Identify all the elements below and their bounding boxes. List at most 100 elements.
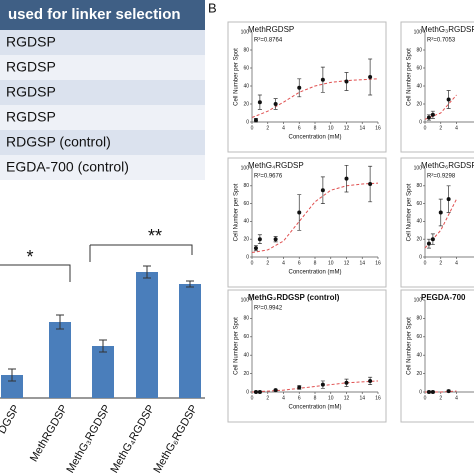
panel-title: MethG₄RGDSP — [248, 161, 304, 170]
data-point — [446, 389, 451, 394]
data-point — [344, 79, 349, 84]
table-cell: EGDA-700 (control) — [6, 159, 129, 175]
bar — [179, 284, 201, 398]
data-point — [297, 210, 302, 215]
x-tick-label: 2 — [266, 395, 269, 401]
bar — [136, 272, 158, 398]
y-tick-label: 40 — [243, 83, 249, 89]
x-tick-label: 4 — [282, 395, 285, 401]
table-cell: RGDSP — [6, 84, 56, 100]
error-bar — [186, 280, 194, 288]
y-tick-label: 20 — [416, 237, 422, 243]
table-cell: RDGSP (control) — [6, 134, 111, 150]
x-tick-label: 10 — [328, 395, 334, 401]
error-bar — [56, 314, 64, 330]
table-row-bg — [0, 55, 205, 80]
y-tick-label: 60 — [416, 201, 422, 207]
significance-label: ** — [148, 226, 162, 246]
r-squared: R²=0.7053 — [427, 38, 456, 44]
data-point — [320, 382, 325, 387]
y-tick-label: 20 — [416, 101, 422, 107]
table-cell: RGDSP — [6, 109, 56, 125]
axes — [251, 32, 378, 123]
x-tick-label: 10 — [328, 125, 334, 131]
bar — [1, 375, 23, 398]
data-point — [297, 85, 302, 90]
x-tick-label: 14 — [359, 125, 365, 131]
data-point — [344, 176, 349, 181]
x-tick-label: 2 — [439, 260, 442, 266]
x-tick-label: 8 — [314, 260, 317, 266]
y-tick-label: 80 — [243, 316, 249, 322]
x-tick-label: 2 — [266, 260, 269, 266]
x-tick-label: 4 — [455, 125, 458, 131]
bar — [92, 346, 114, 398]
data-point — [426, 241, 431, 246]
table-header-bg — [0, 0, 205, 30]
x-tick-label: 6 — [298, 125, 301, 131]
panel-title: MethRGDSP — [248, 25, 294, 34]
x-tick-label: 8 — [314, 125, 317, 131]
axes — [251, 300, 378, 393]
x-tick-label: 16 — [375, 125, 381, 131]
panel-frame — [227, 157, 387, 288]
x-tick-label: 6 — [298, 260, 301, 266]
y-tick-label: 80 — [416, 316, 422, 322]
data-point — [253, 118, 258, 123]
y-tick-label: 40 — [416, 353, 422, 359]
panel-title: PEGDA-700 — [421, 293, 466, 302]
x-tick-label: 2 — [439, 125, 442, 131]
y-tick-label: 100 — [241, 29, 250, 35]
data-point — [446, 197, 451, 202]
data-point — [320, 77, 325, 82]
fit-curve — [424, 94, 457, 120]
axes — [251, 168, 378, 258]
x-tick-label: 16 — [375, 395, 381, 401]
x-tick-label: 6 — [298, 395, 301, 401]
y-tick-label: 40 — [416, 219, 422, 225]
y-tick-label: 0 — [419, 119, 422, 125]
y-tick-label: 40 — [416, 83, 422, 89]
table-header: used for linker selection — [8, 6, 181, 23]
data-point — [446, 97, 451, 102]
y-tick-label: 60 — [416, 334, 422, 340]
panel-frame — [400, 157, 474, 288]
r-squared: R²=0.9676 — [254, 174, 283, 180]
x-tick-label: MethG₃RGDSP — [64, 403, 113, 474]
data-point — [257, 237, 262, 242]
x-tick-label: MethG₄RGDSP — [108, 403, 157, 474]
x-tick-label: 4 — [455, 395, 458, 401]
x-tick-label: 12 — [344, 395, 350, 401]
fit-curve — [251, 380, 379, 393]
error-bar — [143, 265, 151, 279]
data-point — [273, 237, 278, 242]
y-tick-label: 20 — [416, 371, 422, 377]
x-tick-label: 0 — [424, 125, 427, 131]
x-tick-label: 0 — [251, 260, 254, 266]
panel-label: B — [208, 0, 217, 15]
x-tick-label: 2 — [266, 125, 269, 131]
x-tick-label: 16 — [375, 260, 381, 266]
significance-bracket — [0, 244, 193, 282]
y-tick-label: 100 — [414, 29, 423, 35]
fit-curve — [251, 78, 379, 118]
r-squared: R²=0.9942 — [254, 306, 283, 312]
y-tick-label: 0 — [246, 254, 249, 260]
panel-frame — [227, 21, 387, 153]
y-axis-label: Cell Number per Spot — [407, 317, 413, 375]
y-tick-label: 60 — [243, 201, 249, 207]
table-cell: RGDSP — [6, 34, 56, 50]
data-point — [426, 390, 431, 394]
data-point — [438, 210, 443, 215]
x-tick-label: MethRGDSP — [28, 403, 70, 464]
table-row-bg — [0, 130, 205, 155]
x-tick-label: 14 — [359, 260, 365, 266]
r-squared: R²=0.9298 — [427, 174, 456, 180]
data-point — [344, 380, 349, 385]
x-tick-label: 12 — [344, 125, 350, 131]
panel-title: MethG₆RGDSP — [421, 161, 474, 170]
y-tick-label: 0 — [419, 254, 422, 260]
x-tick-label: 0 — [251, 395, 254, 401]
data-point — [368, 378, 373, 383]
y-axis-label: Cell Number per Spot — [234, 183, 240, 241]
